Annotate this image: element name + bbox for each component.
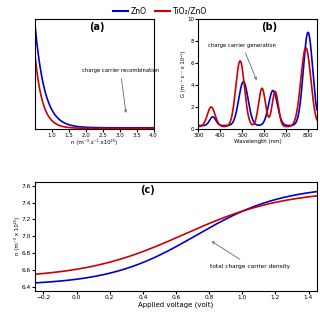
- Text: charge carrier generation: charge carrier generation: [208, 43, 276, 79]
- Text: (c): (c): [140, 185, 155, 195]
- Text: total charge carrier density: total charge carrier density: [211, 242, 291, 268]
- Y-axis label: G (m⁻³ s⁻¹ x 10²⁵): G (m⁻³ s⁻¹ x 10²⁵): [181, 51, 186, 97]
- X-axis label: Applied voltage (volt): Applied voltage (volt): [138, 302, 214, 308]
- X-axis label: n (m⁻³.s⁻¹ x10²⁵): n (m⁻³.s⁻¹ x10²⁵): [71, 140, 117, 145]
- Text: (b): (b): [261, 22, 277, 33]
- Text: (a): (a): [89, 22, 104, 33]
- Text: charge carrier recombination: charge carrier recombination: [82, 68, 159, 112]
- Y-axis label: n (m⁻³ x 10²⁵): n (m⁻³ x 10²⁵): [14, 217, 20, 255]
- X-axis label: Wavelength (nm): Wavelength (nm): [234, 140, 282, 144]
- Legend: ZnO, TiO₂/ZnO: ZnO, TiO₂/ZnO: [110, 4, 210, 19]
